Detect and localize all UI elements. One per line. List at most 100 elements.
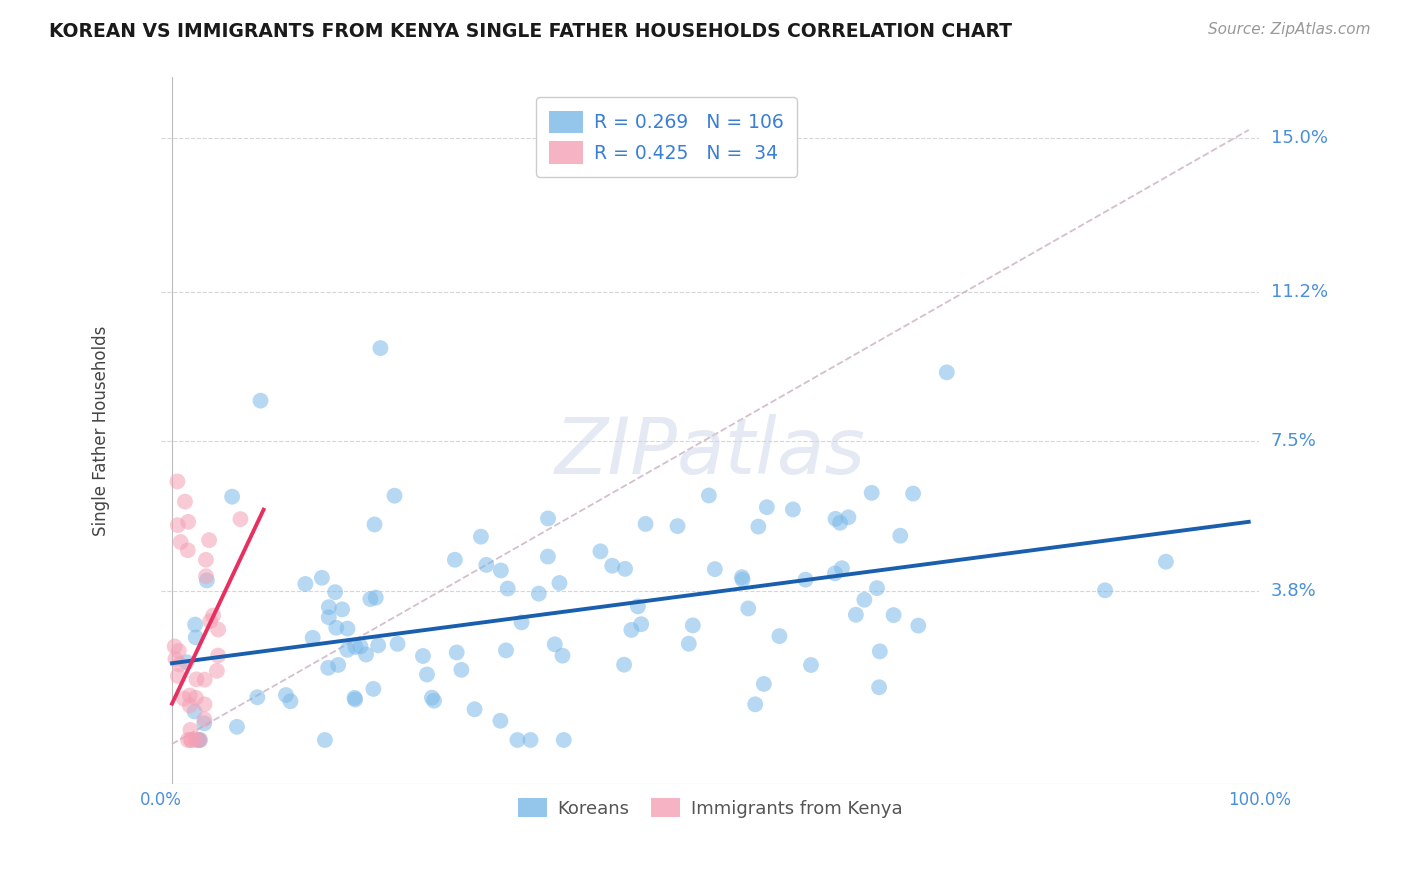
- Point: [634, 516, 657, 531]
- Point: [614, 562, 637, 576]
- Point: [198, 533, 221, 548]
- Point: [166, 475, 188, 489]
- Point: [731, 570, 754, 584]
- Point: [205, 664, 228, 678]
- Point: [752, 677, 775, 691]
- Point: [470, 530, 492, 544]
- Point: [744, 698, 766, 712]
- Text: Single Father Households: Single Father Households: [91, 326, 110, 536]
- Point: [280, 694, 302, 708]
- Point: [506, 733, 529, 747]
- Point: [589, 544, 612, 558]
- Point: [551, 648, 574, 663]
- Point: [195, 574, 218, 588]
- Point: [184, 631, 207, 645]
- Text: KOREAN VS IMMIGRANTS FROM KENYA SINGLE FATHER HOUSEHOLDS CORRELATION CHART: KOREAN VS IMMIGRANTS FROM KENYA SINGLE F…: [49, 22, 1012, 41]
- Point: [824, 566, 846, 581]
- Point: [359, 592, 381, 607]
- Text: ZIPatlas: ZIPatlas: [555, 414, 866, 490]
- Point: [195, 569, 218, 583]
- Point: [318, 610, 340, 624]
- Point: [907, 618, 929, 632]
- Point: [194, 673, 217, 687]
- Point: [221, 490, 243, 504]
- Point: [349, 640, 371, 654]
- Point: [830, 516, 852, 530]
- Point: [179, 723, 201, 737]
- Point: [344, 640, 367, 654]
- Text: Source: ZipAtlas.com: Source: ZipAtlas.com: [1208, 22, 1371, 37]
- Point: [177, 515, 200, 529]
- Point: [364, 591, 387, 605]
- Point: [336, 622, 359, 636]
- Point: [423, 694, 446, 708]
- Point: [318, 600, 340, 615]
- Text: 15.0%: 15.0%: [1271, 129, 1327, 147]
- Point: [845, 607, 868, 622]
- Point: [316, 661, 339, 675]
- Point: [627, 599, 650, 614]
- Point: [420, 690, 443, 705]
- Point: [173, 691, 195, 706]
- Point: [325, 621, 347, 635]
- Point: [889, 529, 911, 543]
- Point: [630, 617, 652, 632]
- Point: [489, 714, 512, 728]
- Point: [768, 629, 790, 643]
- Point: [1154, 555, 1177, 569]
- Point: [412, 648, 434, 663]
- Point: [166, 518, 188, 533]
- Point: [179, 698, 201, 713]
- Point: [883, 608, 905, 623]
- Point: [446, 645, 468, 659]
- Point: [188, 733, 211, 747]
- Point: [176, 655, 198, 669]
- Point: [703, 562, 725, 576]
- Point: [169, 535, 191, 549]
- Point: [174, 494, 197, 508]
- Point: [537, 549, 560, 564]
- Point: [464, 702, 486, 716]
- Point: [343, 690, 366, 705]
- Point: [169, 657, 191, 672]
- Point: [697, 488, 720, 502]
- Point: [782, 502, 804, 516]
- Point: [860, 486, 883, 500]
- Point: [202, 608, 225, 623]
- Point: [200, 614, 222, 628]
- Legend: Koreans, Immigrants from Kenya: Koreans, Immigrants from Kenya: [510, 790, 910, 825]
- Point: [167, 644, 190, 658]
- Point: [620, 623, 643, 637]
- Text: 3.8%: 3.8%: [1271, 582, 1316, 599]
- Point: [177, 733, 200, 747]
- Point: [301, 631, 323, 645]
- Point: [666, 519, 689, 533]
- Point: [731, 573, 754, 587]
- Text: 0.0%: 0.0%: [141, 791, 183, 810]
- Point: [323, 585, 346, 599]
- Point: [868, 680, 890, 694]
- Point: [179, 689, 201, 703]
- Point: [553, 733, 575, 747]
- Point: [330, 602, 353, 616]
- Point: [186, 673, 208, 687]
- Point: [548, 576, 571, 591]
- Point: [336, 642, 359, 657]
- Text: 11.2%: 11.2%: [1271, 283, 1327, 301]
- Point: [384, 489, 406, 503]
- Point: [184, 617, 207, 632]
- Point: [737, 601, 759, 615]
- Point: [475, 558, 498, 572]
- Point: [294, 577, 316, 591]
- Point: [166, 669, 188, 683]
- Point: [193, 698, 215, 712]
- Point: [831, 561, 853, 575]
- Point: [794, 573, 817, 587]
- Point: [184, 733, 207, 747]
- Point: [387, 637, 409, 651]
- Point: [537, 511, 560, 525]
- Point: [207, 623, 229, 637]
- Point: [249, 393, 271, 408]
- Point: [600, 558, 623, 573]
- Point: [165, 652, 187, 666]
